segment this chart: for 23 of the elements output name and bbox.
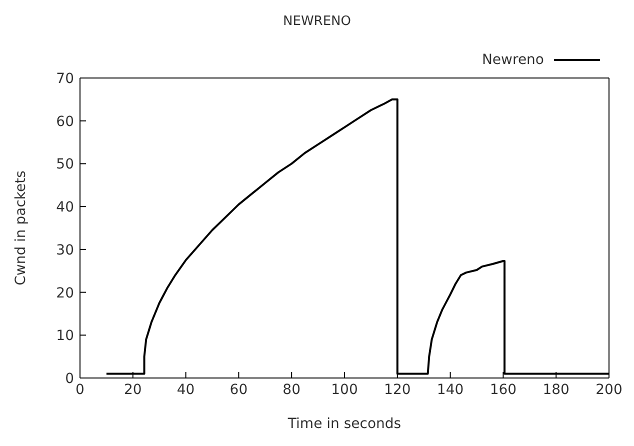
y-tick-label: 60 [56, 114, 74, 130]
y-tick-label: 70 [56, 70, 74, 87]
y-tick-label: 40 [56, 200, 74, 216]
x-tick-label: 120 [384, 382, 411, 398]
y-tick-label: 30 [56, 242, 74, 258]
y-tick-label: 0 [65, 370, 74, 387]
x-tick-label: 60 [230, 382, 248, 398]
y-axis-title: Cwnd in packets [12, 170, 29, 286]
x-tick-label: 200 [596, 382, 622, 398]
legend-label: Newreno [482, 52, 544, 68]
y-tick-label: 20 [56, 285, 74, 302]
x-tick-label: 80 [282, 382, 301, 398]
x-tick-label: 160 [490, 382, 517, 398]
x-axis-title: Time in seconds [286, 416, 402, 432]
chart-title: NEWRENO [282, 13, 352, 31]
x-tick-label: 40 [176, 382, 195, 398]
x-tick-label: 0 [76, 382, 84, 398]
x-tick-label: 140 [436, 382, 464, 398]
x-tick-label: 180 [542, 382, 570, 398]
x-tick-label: 20 [124, 382, 142, 398]
y-tick-label: 50 [56, 156, 74, 173]
x-tick-label: 100 [331, 382, 358, 398]
y-tick-label: 10 [56, 328, 74, 344]
